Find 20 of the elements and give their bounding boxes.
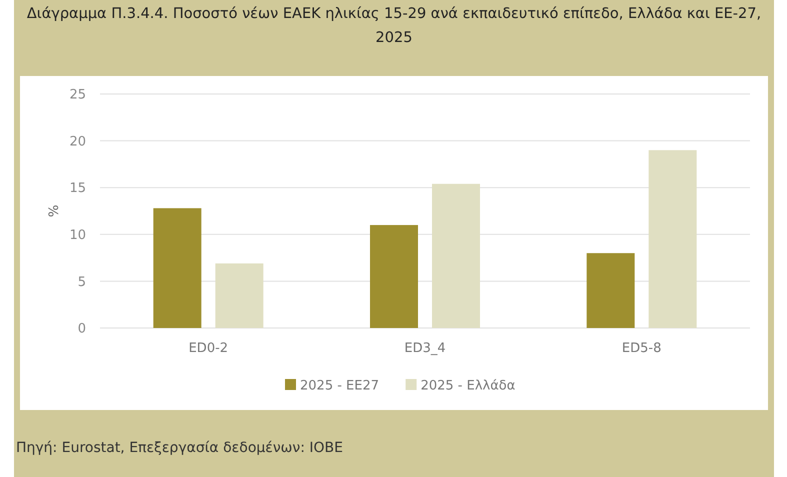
x-tick-label: ED5-8	[622, 341, 662, 356]
bar	[648, 150, 697, 328]
y-tick-label: 10	[69, 228, 86, 243]
bar	[370, 225, 418, 328]
y-tick-label: 0	[78, 322, 86, 337]
y-tick-label: 5	[78, 274, 86, 290]
y-tick-label: 20	[69, 134, 86, 150]
bar	[432, 184, 480, 328]
x-tick-label: ED0-2	[188, 341, 228, 356]
bar	[153, 208, 202, 328]
y-tick-label: 15	[69, 181, 86, 196]
text: Πηγή: Eurostat, Επεξεργασία δεδομένων: ΙΟΒΕ	[16, 440, 343, 456]
bar	[215, 263, 264, 328]
x-tick-label: ED3_4	[404, 341, 446, 356]
chart-title: Διάγραμμα Π.3.4.4. Ποσοστό νέων ΕΑΕΚ ηλικίας 15-29 ανά εκπαιδευτικό επίπεδο, Ελλάδα και ΕΕ-27, 2025	[26, 5, 762, 48]
bar	[586, 253, 635, 328]
legend-label: 2025 - Ελλάδα	[420, 378, 516, 394]
legend-label: 2025 - ΕΕ27	[300, 378, 380, 394]
y-axis-title: %	[47, 204, 62, 218]
y-tick-label: 25	[69, 88, 86, 103]
